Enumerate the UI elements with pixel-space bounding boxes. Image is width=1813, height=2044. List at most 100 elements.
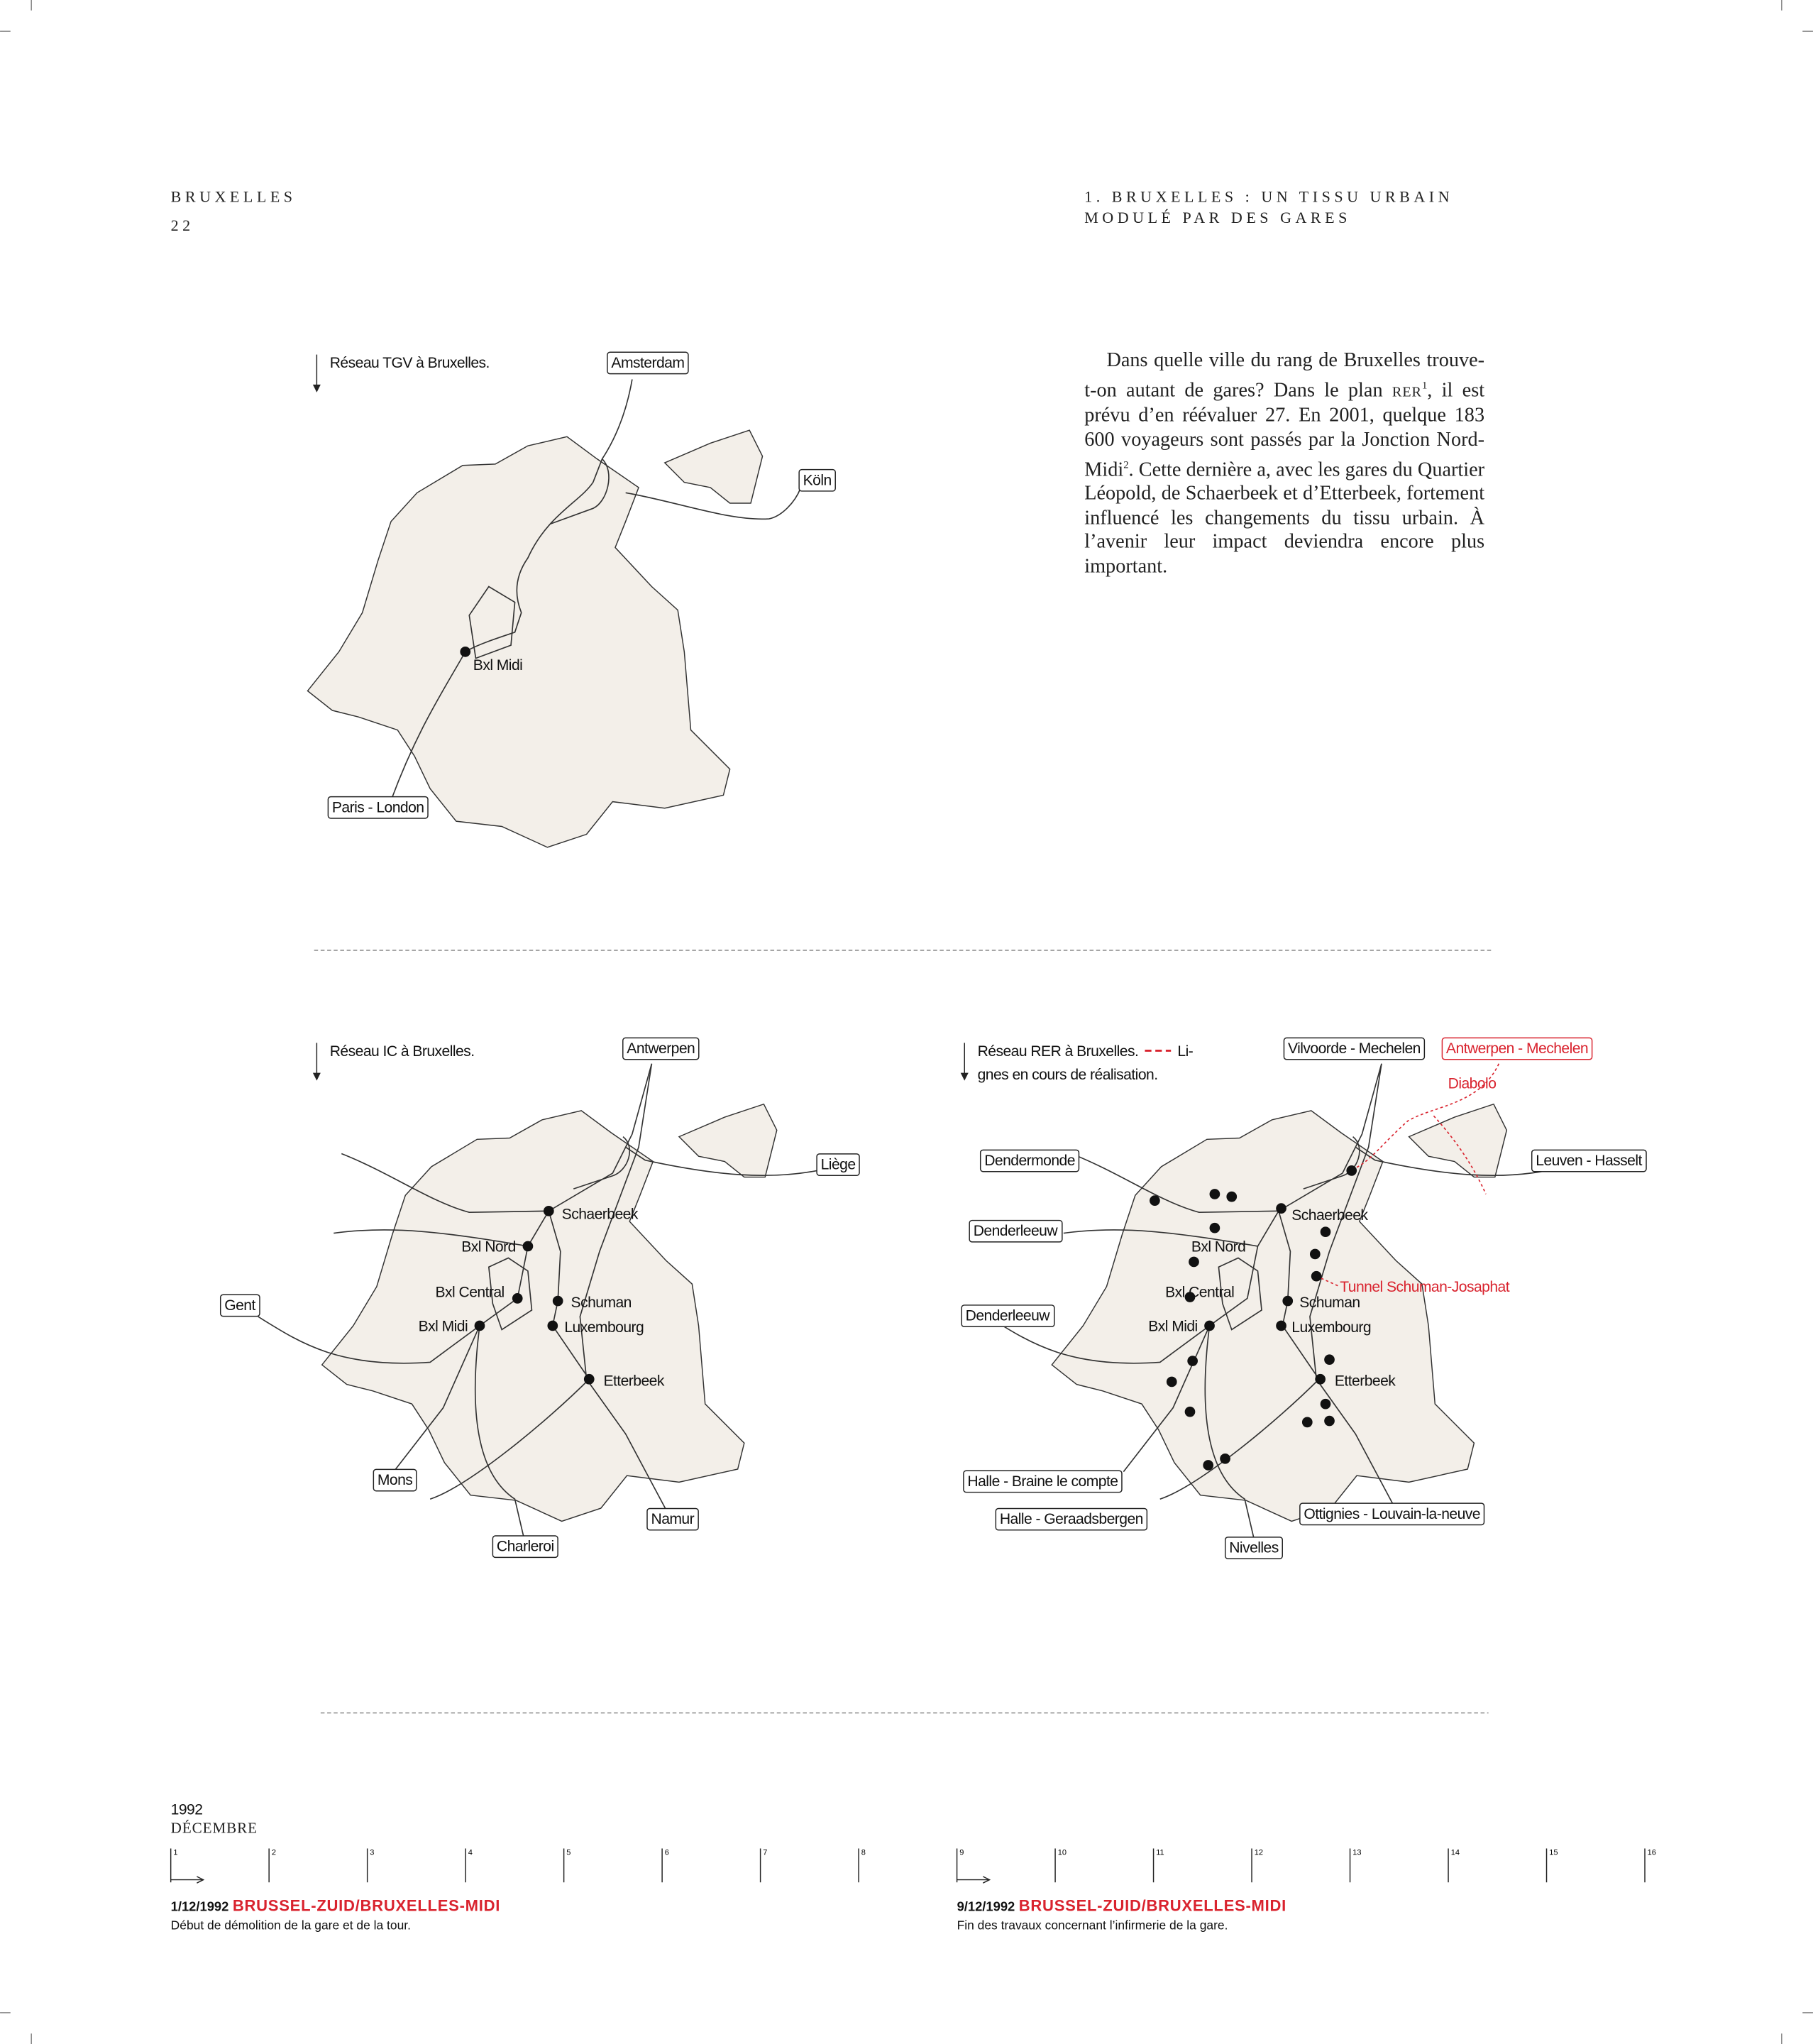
label-box [995,1507,1148,1531]
running-title: BRUXELLES [171,188,297,206]
station-label: Bxl Central [436,1285,505,1301]
chapter-title: MODULÉ PAR DES GARES [1084,209,1351,226]
intro-box: Dans quelle ville du rang de Bruxelles t… [1084,349,1484,579]
label-box [963,1470,1123,1493]
caption-text: Réseau RER à Bruxelles. [978,1043,1139,1060]
station-label: Bxl Midi [1148,1318,1197,1334]
day-label: 2 [272,1849,276,1857]
map-rer: Réseau RER à Bruxelles. Li- gnes en cours… [960,1037,1647,1559]
station-label: Bxl Midi [419,1318,468,1334]
day-label: 10 [1058,1849,1067,1857]
event-text: Fin des travaux concernant l’infirmerie … [957,1918,1228,1932]
station-label: Schaerbeek [562,1206,639,1222]
timeline-year: 1992 [171,1802,203,1818]
event-arrowhead [197,1876,205,1884]
day-label: 6 [665,1849,669,1857]
event-heading: 9/12/1992 BRUSSEL-ZUID/BRUXELLES-MIDI [957,1897,1286,1915]
label-box [622,1037,700,1060]
label-box [969,1219,1063,1243]
label-box [327,796,429,819]
map-tgv: Réseau TGV à Bruxelles. Amsterdam Köln P… [307,351,836,848]
day-label: 8 [861,1849,866,1857]
destination-label: Ottignies - Louvain-la-neuve [1304,1506,1480,1522]
day-label: 11 [1156,1849,1164,1857]
event-date: 1/12/1992 [171,1899,229,1914]
planned-lines [1316,1063,1500,1287]
text: RER [1392,384,1422,400]
destination-label: Gent [224,1297,255,1314]
station-label: Bxl Midi [473,657,523,674]
station-label: Bxl Nord [461,1238,516,1255]
project-label: Tunnel Schuman-Josaphat [1340,1279,1510,1295]
footnote-ref: 1 [1421,378,1428,391]
day-label: 13 [1352,1849,1361,1857]
label-box [1299,1502,1485,1526]
event-arrowhead [982,1876,991,1884]
station [460,647,471,657]
day-label: 5 [566,1849,571,1857]
event-title: BRUSSEL-ZUID/BRUXELLES-MIDI [233,1897,500,1915]
station-label: Etterbeek [603,1373,664,1389]
region [307,436,731,848]
region [321,1109,745,1522]
station-label: Schaerbeek [1291,1207,1368,1224]
station-label: Bxl Central [1165,1285,1234,1301]
text: , il est prévu d’en réévaluer 27. En 200… [1084,378,1485,481]
day-label: 14 [1451,1849,1460,1857]
label-box [1441,1037,1593,1060]
stations [474,1205,595,1385]
caption-arrowhead [312,1072,321,1081]
station-label: Luxembourg [564,1319,644,1336]
event-heading: 1/12/1992 BRUSSEL-ZUID/BRUXELLES-MIDI [171,1897,500,1915]
label-box [1283,1037,1426,1060]
destination-label: Dendermonde [984,1153,1075,1169]
region [1051,1109,1475,1522]
destination-label: Vilvoorde - Mechelen [1288,1040,1421,1057]
destination-label: Denderleeuw [966,1308,1051,1324]
station-label: Bxl Nord [1191,1238,1246,1255]
map-caption: Réseau RER à Bruxelles. Li- [978,1043,1194,1060]
destination-label: Liège [821,1157,856,1173]
map-caption: Réseau TGV à Bruxelles. [330,355,490,371]
event-date: 9/12/1992 [957,1899,1015,1914]
station-label: Schuman [1299,1295,1360,1311]
label-box [646,1507,699,1531]
station-label: Luxembourg [1291,1319,1371,1336]
label-box [1224,1537,1283,1559]
caption-arrowhead [960,1072,969,1081]
destination-label: Köln [803,472,832,488]
label-box [979,1149,1080,1172]
destination-label: Leuven - Hasselt [1536,1153,1642,1169]
timeline-month: DÉCEMBRE [171,1819,258,1836]
region-enclave [1408,1103,1508,1178]
label-box [219,1294,260,1317]
text: . Cette dernière a, avec les gares du Qu… [1084,458,1485,578]
destination-label: Nivelles [1229,1540,1278,1556]
rail-lines [390,379,801,801]
destination-label: Namur [651,1511,695,1527]
destination-label: Charleroi [497,1539,554,1555]
label-box [607,351,689,375]
destination-label: Denderleeuw [974,1223,1059,1239]
day-label: 12 [1255,1849,1263,1857]
destination-label: Halle - Braine le compte [967,1473,1118,1490]
caption-text: Li- [1177,1043,1193,1060]
intro-paragraph: Dans quelle ville du rang de Bruxelles t… [1084,349,1484,579]
label-box [1531,1149,1647,1172]
day-label: 4 [468,1849,473,1857]
timeline-events: 1/12/1992 BRUSSEL-ZUID/BRUXELLES-MIDI Débu… [170,1876,1286,1932]
label-box [961,1304,1055,1328]
event-title: BRUSSEL-ZUID/BRUXELLES-MIDI [1019,1897,1286,1915]
station-label: Schuman [571,1295,632,1311]
timeline-ticks: 1 2 3 4 5 6 7 8 9 10 11 12 13 14 15 16 [170,1848,1656,1883]
day-label: 9 [959,1849,964,1857]
page-number: 22 [171,216,194,234]
region-enclave [678,1103,778,1178]
destination-label: Amsterdam [611,355,684,371]
destination-label: Paris - London [332,799,424,815]
day-label: 7 [763,1849,767,1857]
project-label: Antwerpen - Mechelen [1446,1040,1588,1057]
